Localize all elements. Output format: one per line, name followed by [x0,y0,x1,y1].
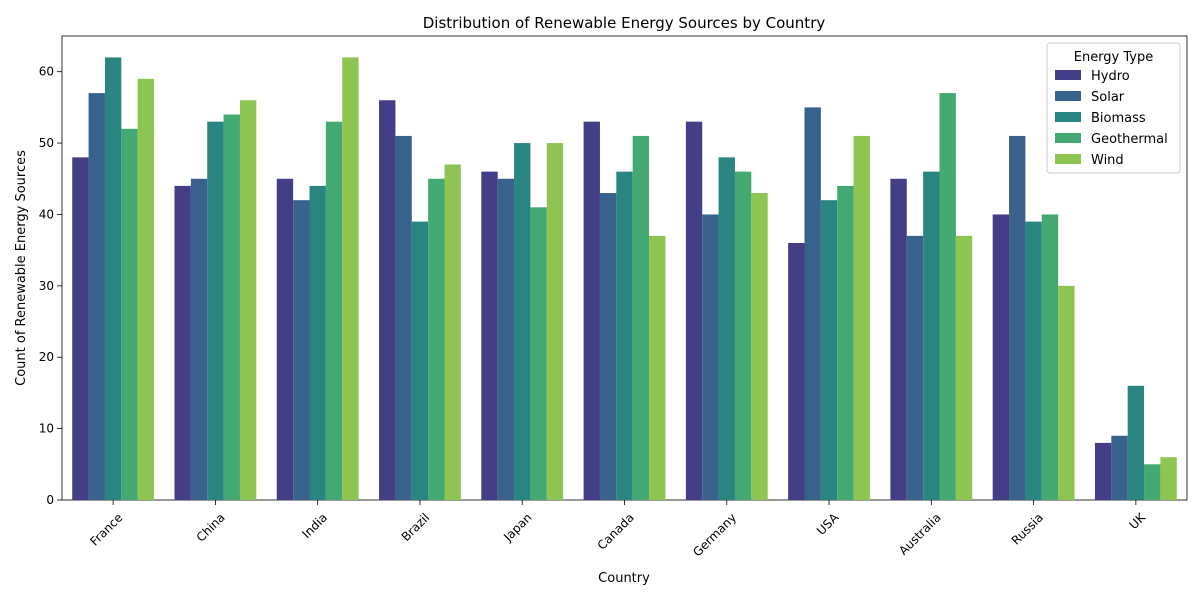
bar-india-wind [342,57,359,501]
bar-france-wind [137,78,155,500]
y-axis-ticks: 0 10 20 30 40 50 60 [39,65,62,507]
bar-germany-geothermal [734,171,752,500]
y-tick-label: 0 [46,493,54,507]
bar-brazil-geothermal [428,178,445,500]
bar-uk-geothermal [1144,464,1161,500]
x-tick-label: Russia [1009,510,1046,547]
bar-australia-solar [906,235,924,500]
bar-germany-solar [702,214,719,500]
bar-russia-geothermal [1041,214,1059,500]
bar-usa-wind [853,135,870,500]
x-tick-label: UK [1127,510,1149,532]
bar-russia-solar [1009,135,1026,500]
bar-germany-wind [751,193,768,501]
legend-swatch-geothermal [1055,133,1081,143]
bar-brazil-wind [444,164,461,500]
x-tick-label: India [299,510,330,541]
bar-japan-wind [546,143,564,501]
bar-china-wind [239,100,257,500]
bar-canada-hydro [583,121,600,501]
bars [72,57,1177,501]
x-tick-label: Canada [595,510,637,552]
bar-usa-geothermal [837,185,854,500]
bar-germany-hydro [685,121,703,501]
legend-label-wind: Wind [1091,153,1124,168]
legend-label-biomass: Biomass [1091,111,1146,126]
bar-brazil-solar [395,135,412,500]
bar-uk-biomass [1127,385,1145,500]
bar-usa-solar [804,107,821,500]
x-tick-label: France [87,510,125,548]
bar-australia-wind [955,235,973,500]
bar-france-solar [88,93,105,500]
bar-uk-solar [1111,435,1128,500]
legend-title: Energy Type [1074,50,1154,65]
bar-japan-geothermal [530,207,547,501]
bar-canada-solar [599,193,617,501]
y-tick-label: 40 [39,207,54,221]
bar-china-biomass [207,121,224,501]
bar-france-hydro [72,157,89,500]
x-tick-label: USA [814,510,842,538]
x-tick-label: Australia [896,510,943,557]
bar-germany-biomass [718,157,735,500]
x-tick-label: Germany [690,510,739,559]
y-tick-label: 30 [39,279,54,293]
bar-uk-hydro [1094,442,1112,500]
bar-russia-hydro [992,214,1010,500]
x-tick-label: Japan [500,510,534,544]
legend-swatch-biomass [1055,112,1081,122]
bar-usa-biomass [820,200,838,500]
bar-india-solar [293,200,310,500]
bar-australia-geothermal [939,93,956,500]
legend-label-geothermal: Geothermal [1091,132,1168,147]
bar-russia-biomass [1025,221,1042,500]
bar-australia-biomass [923,171,940,500]
bar-china-hydro [174,185,191,500]
bar-brazil-hydro [379,100,396,500]
bar-china-geothermal [223,114,240,501]
legend-swatch-wind [1055,154,1081,164]
y-tick-label: 50 [39,136,54,150]
legend-items: Hydro Solar Biomass Geothermal Wind [1055,69,1168,168]
bar-india-hydro [276,178,294,500]
legend-swatch-hydro [1055,70,1081,80]
bar-japan-solar [497,178,515,500]
bar-china-solar [190,178,208,500]
legend-label-solar: Solar [1091,90,1125,105]
chart-title: Distribution of Renewable Energy Sources… [423,14,826,32]
legend-label-hydro: Hydro [1091,69,1130,84]
y-tick-label: 10 [39,422,54,436]
legend: Energy Type Hydro Solar Biomass Geothermal W… [1046,42,1181,174]
bar-france-biomass [104,57,122,501]
x-tick-label: China [194,510,228,544]
bar-india-biomass [309,185,326,500]
bar-uk-wind [1160,457,1177,500]
bar-canada-geothermal [632,135,650,500]
bar-canada-wind [649,235,666,500]
y-tick-label: 20 [39,350,54,364]
x-axis-label: Country [598,571,650,586]
bar-canada-biomass [616,171,633,500]
y-axis-label: Count of Renewable Energy Sources [14,150,29,386]
x-tick-label: Brazil [399,510,433,544]
bar-australia-hydro [890,178,907,500]
bar-france-geothermal [121,128,138,501]
y-tick-label: 60 [39,65,54,79]
bar-japan-hydro [481,171,498,500]
bar-russia-wind [1058,285,1075,500]
x-axis-ticks: France China India Brazil Japan Canada Germany… [87,500,1149,559]
bar-usa-hydro [788,243,805,500]
legend-swatch-solar [1055,91,1081,101]
bar-japan-biomass [514,143,531,501]
bar-brazil-biomass [411,221,429,500]
bar-india-geothermal [325,121,343,501]
